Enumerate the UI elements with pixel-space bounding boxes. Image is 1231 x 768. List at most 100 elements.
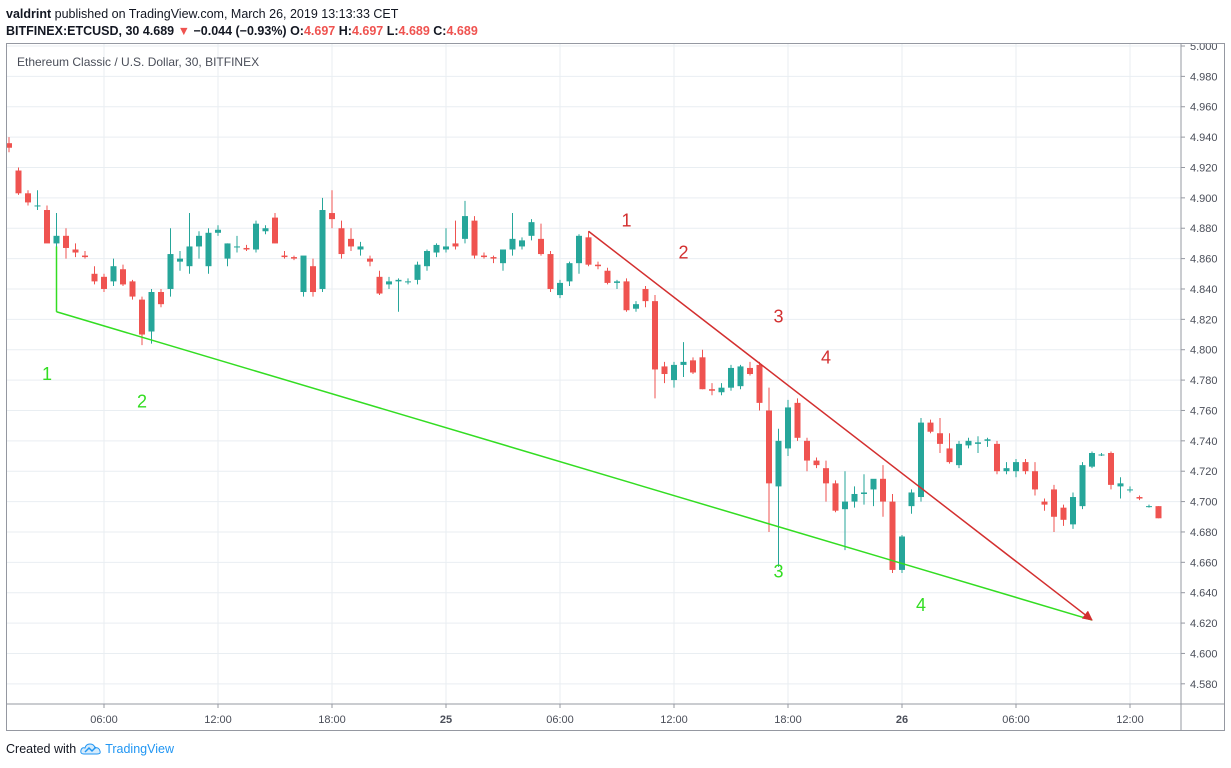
candle xyxy=(604,267,611,285)
candle xyxy=(595,261,601,270)
green-count-label: 1 xyxy=(42,364,52,384)
candle xyxy=(243,244,250,252)
candle xyxy=(832,480,839,513)
candle xyxy=(234,235,240,253)
candle-body xyxy=(414,264,421,280)
candle-body xyxy=(186,246,193,267)
candle-body xyxy=(880,478,886,502)
published-text: published on TradingView.com, March 26, … xyxy=(54,7,399,21)
candle xyxy=(1003,462,1010,475)
down-arrow-icon: ▼ xyxy=(177,24,190,38)
candle xyxy=(870,478,877,507)
candle xyxy=(72,243,79,258)
candle xyxy=(177,251,183,271)
candle-body xyxy=(728,367,734,388)
candle-body xyxy=(690,360,696,373)
candle xyxy=(148,288,155,344)
candle-body xyxy=(72,249,79,253)
candle-body xyxy=(1117,483,1124,487)
candle-body xyxy=(851,493,858,502)
candle xyxy=(224,243,231,267)
chart-header: valdrint published on TradingView.com, M… xyxy=(6,6,478,40)
candle xyxy=(424,249,430,271)
candle xyxy=(1032,462,1038,496)
tradingview-logo[interactable]: TradingView xyxy=(80,742,174,756)
candle xyxy=(158,288,164,308)
candle xyxy=(1146,504,1152,508)
candle xyxy=(405,278,411,285)
candle-body xyxy=(775,440,782,487)
candle xyxy=(690,357,696,375)
candle-body xyxy=(927,422,934,432)
candle xyxy=(6,137,12,153)
candle xyxy=(1155,506,1162,519)
candle-body xyxy=(557,282,563,296)
candle-body xyxy=(34,205,41,207)
candle xyxy=(357,241,364,256)
green-trendline[interactable] xyxy=(56,311,1093,621)
candle xyxy=(547,251,554,293)
candle-body xyxy=(861,492,867,494)
candle-body xyxy=(870,478,877,490)
candle xyxy=(196,231,202,259)
candle-body xyxy=(91,273,98,282)
candle-body xyxy=(1041,501,1048,505)
time-tick-label: 06:00 xyxy=(90,714,118,726)
candle-body xyxy=(367,258,373,262)
candle-body xyxy=(1032,471,1038,490)
candle-body xyxy=(148,292,155,332)
candle xyxy=(566,261,573,286)
price-tick-label: 4.700 xyxy=(1190,497,1218,509)
author-name[interactable]: valdrint xyxy=(6,7,52,21)
created-with-label: Created with xyxy=(6,742,77,756)
time-axis[interactable]: 06:00 12:00 18:00 25 06:00 12:00 18:00 26 06:00 1… xyxy=(90,704,1144,726)
candle-body xyxy=(348,238,354,247)
candle xyxy=(25,190,31,206)
candle-body xyxy=(823,468,829,484)
chart-frame[interactable]: Ethereum Classic / U.S. Dollar, 30, BITF… xyxy=(6,41,1225,731)
candle-body xyxy=(1098,454,1105,456)
candle-body xyxy=(937,433,943,444)
candle-body xyxy=(519,240,525,247)
candle xyxy=(91,266,98,285)
candle xyxy=(1070,492,1076,529)
price-tick-label: 4.860 xyxy=(1190,254,1218,266)
candle-body xyxy=(386,281,392,285)
price-tick-label: 4.600 xyxy=(1190,648,1218,660)
candle xyxy=(975,436,981,453)
price-chart[interactable]: Ethereum Classic / U.S. Dollar, 30, BITF… xyxy=(6,41,1224,730)
candle-body xyxy=(6,143,12,148)
candle-body xyxy=(224,243,231,259)
price-axis[interactable]: 5.000 4.980 4.960 4.940 4.920 4.900 4.880 4.860… xyxy=(1181,41,1218,691)
candle xyxy=(291,255,297,261)
red-trend-arrow[interactable] xyxy=(588,230,1093,621)
candle xyxy=(1079,462,1086,510)
candle xyxy=(671,361,677,388)
candle xyxy=(82,251,88,259)
candle-body xyxy=(462,216,468,239)
candle xyxy=(386,276,392,289)
candle xyxy=(310,258,316,297)
candle xyxy=(462,200,468,244)
candle-body xyxy=(699,357,706,390)
candle xyxy=(946,433,953,464)
candle-body xyxy=(44,210,50,244)
red-count-label: 3 xyxy=(773,306,783,326)
candle xyxy=(414,261,421,285)
candle xyxy=(557,279,563,299)
candle-body xyxy=(1003,468,1010,472)
low-value: 4.689 xyxy=(398,24,430,38)
candle-body xyxy=(25,193,31,203)
candle xyxy=(319,197,326,293)
publish-line: valdrint published on TradingView.com, M… xyxy=(6,6,478,23)
candle xyxy=(804,437,810,472)
candle-body xyxy=(158,292,164,305)
candle-body xyxy=(1051,489,1057,517)
candle xyxy=(775,428,782,567)
candle-body xyxy=(300,255,307,293)
high-value: 4.697 xyxy=(351,24,384,38)
candle-body xyxy=(405,281,411,283)
candle xyxy=(576,234,582,274)
candle-body xyxy=(481,255,487,258)
candle-body xyxy=(652,301,658,370)
